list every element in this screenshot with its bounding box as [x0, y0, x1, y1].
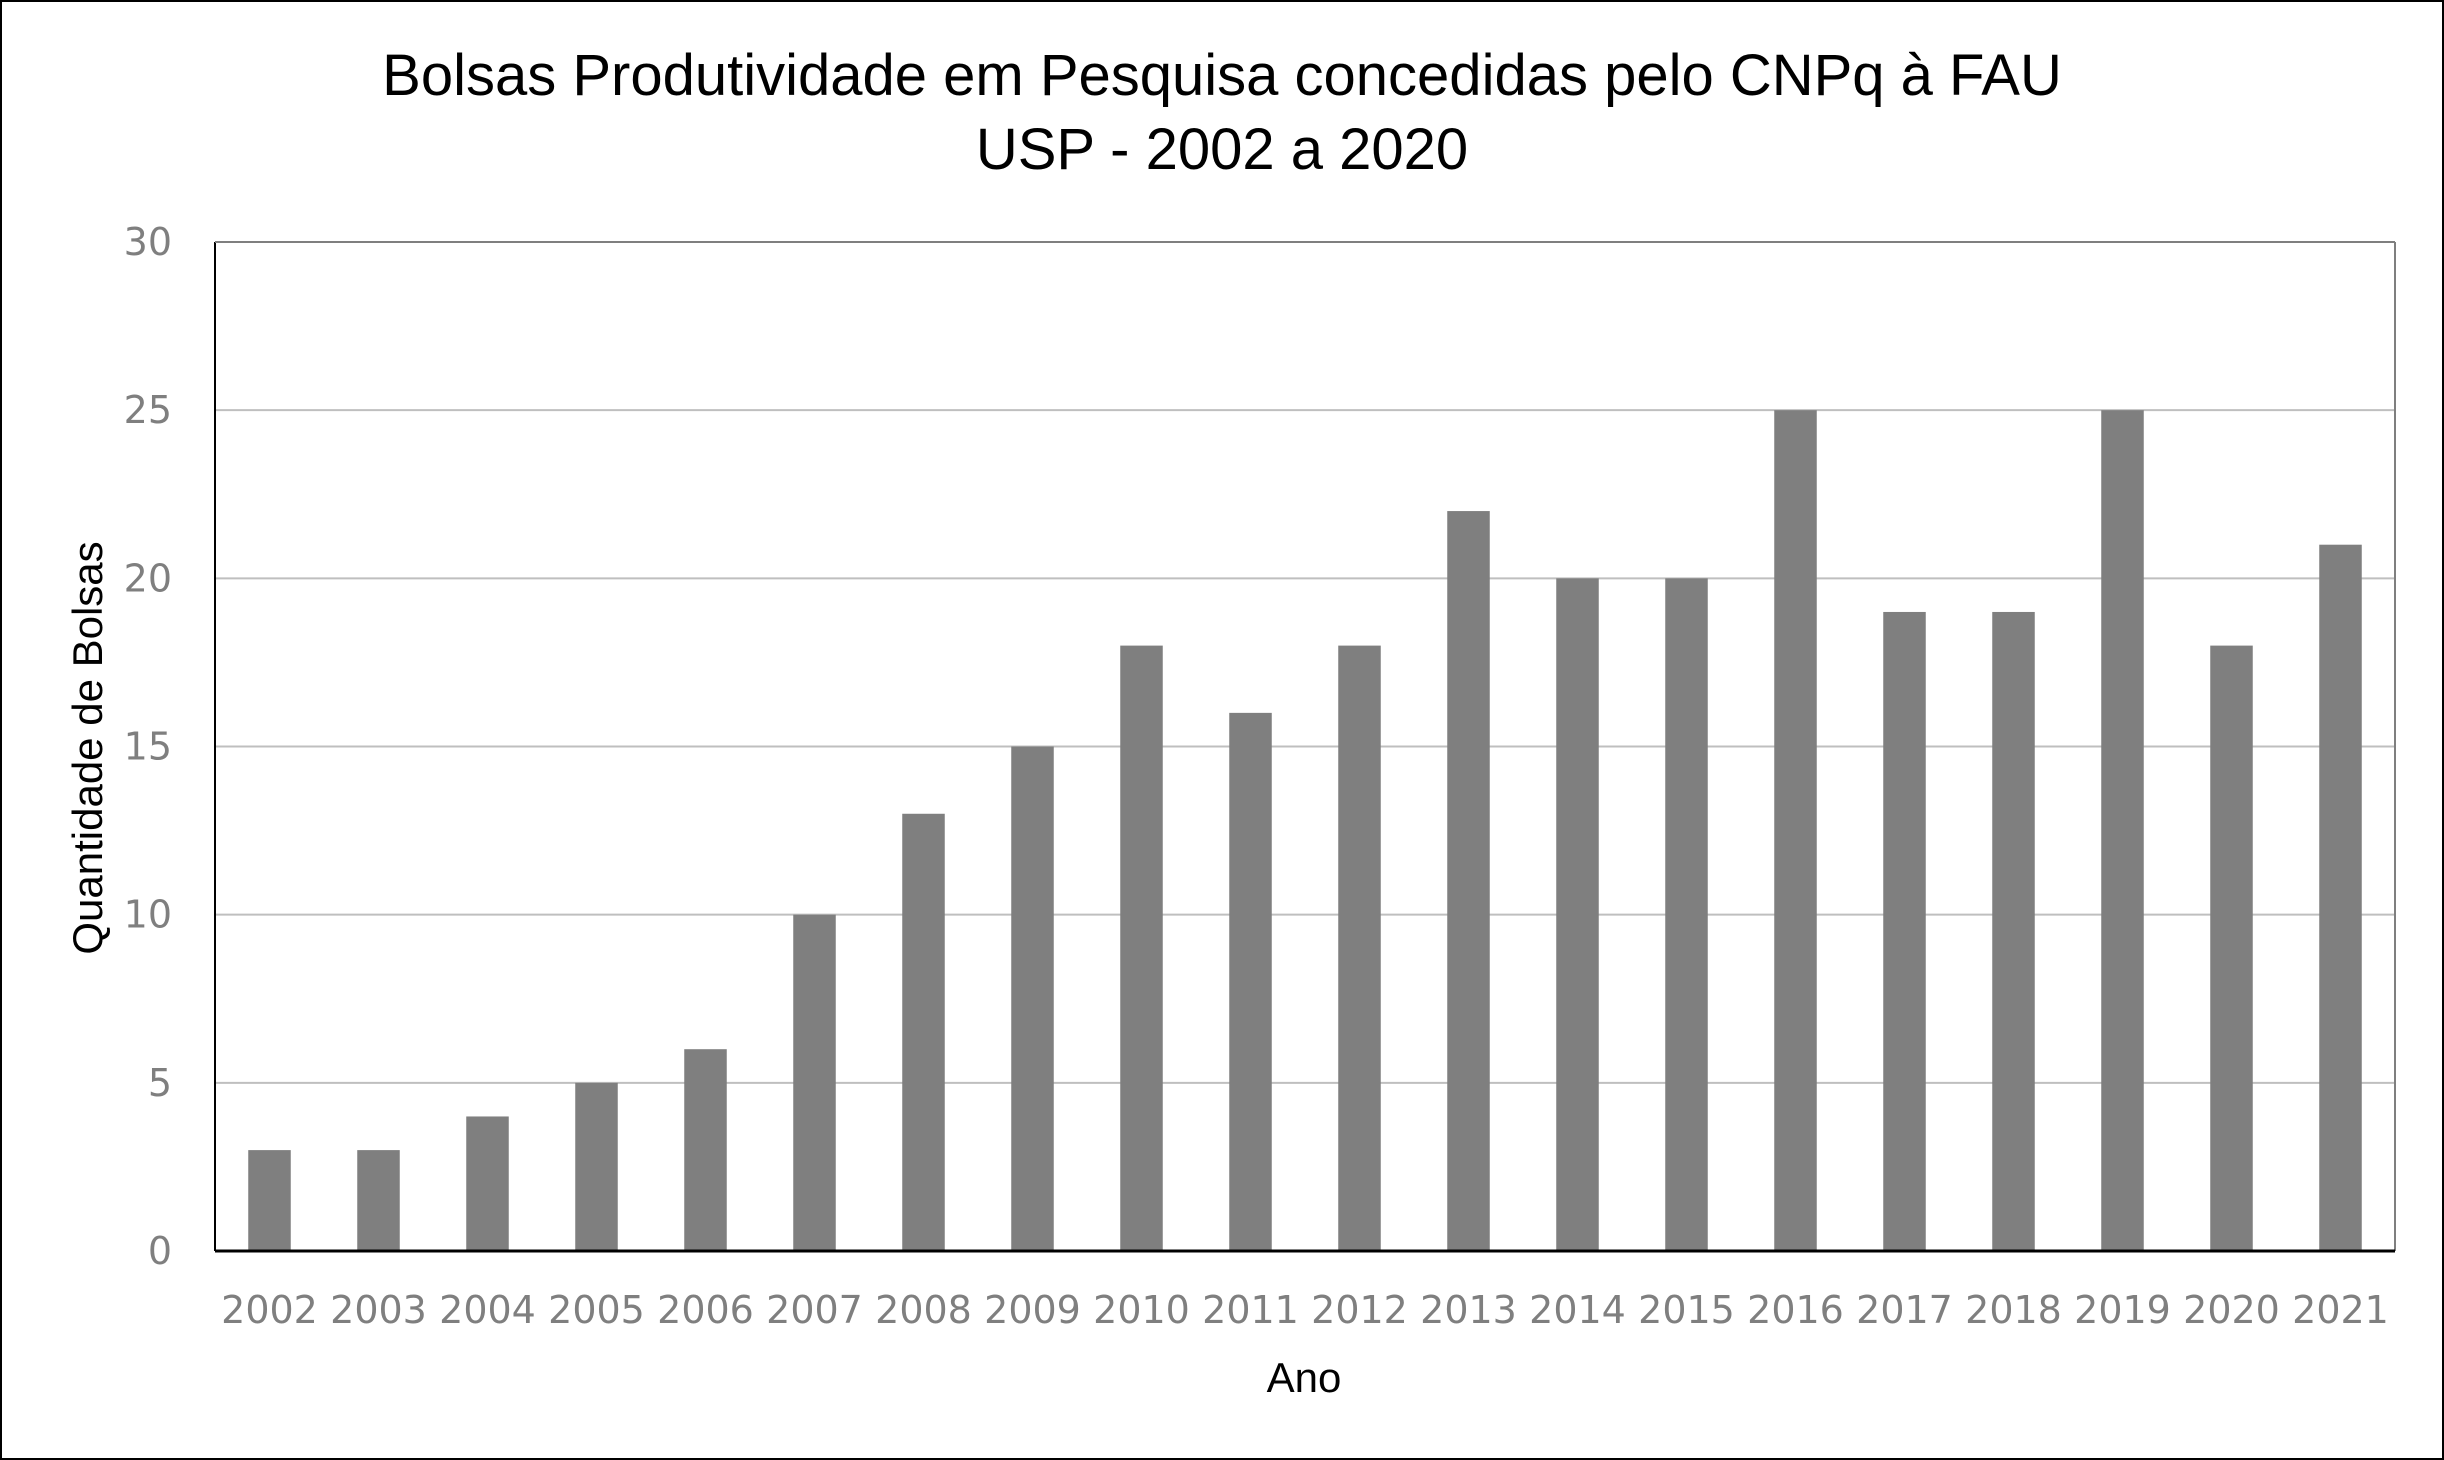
bar-2016 — [1774, 410, 1817, 1252]
y-tick-label: 30 — [124, 220, 172, 264]
x-tick-label: 2013 — [1420, 1288, 1517, 1332]
y-tick-label: 15 — [124, 725, 172, 769]
x-tick-label: 2008 — [875, 1288, 972, 1332]
bar-2012 — [1338, 645, 1381, 1251]
y-tick-label: 20 — [124, 556, 172, 600]
x-tick-label: 2014 — [1529, 1288, 1626, 1332]
x-tick-label: 2020 — [2183, 1288, 2280, 1332]
bar-2018 — [1992, 611, 2035, 1251]
x-tick-label: 2003 — [330, 1288, 427, 1332]
bar-2014 — [1556, 578, 1599, 1251]
bar-2004 — [466, 1116, 509, 1251]
x-tick-label: 2007 — [766, 1288, 863, 1332]
bar-2007 — [793, 914, 836, 1251]
bar-2002 — [248, 1150, 291, 1251]
x-axis-label: Ano — [1267, 1354, 1342, 1401]
x-tick-label: 2012 — [1311, 1288, 1408, 1332]
x-tick-label: 2009 — [984, 1288, 1081, 1332]
bar-2013 — [1447, 511, 1490, 1252]
y-tick-label: 0 — [148, 1229, 172, 1273]
bar-2019 — [2101, 410, 2144, 1252]
x-tick-label: 2005 — [548, 1288, 645, 1332]
chart-title-line-1: Bolsas Produtividade em Pesquisa concedi… — [382, 43, 2062, 108]
x-tick-label: 2019 — [2074, 1288, 2171, 1332]
x-tick-label: 2002 — [221, 1288, 318, 1332]
bar-2017 — [1883, 611, 1926, 1251]
x-tick-label: 2004 — [439, 1288, 536, 1332]
bars — [248, 410, 2362, 1252]
bar-2021 — [2319, 544, 2362, 1251]
x-tick-label: 2010 — [1093, 1288, 1190, 1332]
y-tick-label: 10 — [124, 893, 172, 937]
x-tick-label: 2018 — [1965, 1288, 2062, 1332]
bar-2009 — [1011, 746, 1054, 1251]
chart-title-line-2: USP - 2002 a 2020 — [976, 117, 1468, 182]
bar-2008 — [902, 813, 945, 1251]
x-tick-label: 2017 — [1856, 1288, 1953, 1332]
y-axis-label: Quantidade de Bolsas — [64, 541, 111, 954]
bar-2005 — [575, 1082, 618, 1251]
axes — [214, 241, 2396, 1253]
x-tick-label: 2011 — [1202, 1288, 1299, 1332]
bar-2011 — [1229, 712, 1272, 1251]
bar-2010 — [1120, 645, 1163, 1251]
x-tick-label: 2021 — [2292, 1288, 2389, 1332]
x-tick-label: 2015 — [1638, 1288, 1735, 1332]
x-tick-label: 2006 — [657, 1288, 754, 1332]
y-tick-label: 5 — [148, 1061, 172, 1105]
bar-2015 — [1665, 578, 1708, 1251]
bar-2006 — [684, 1049, 727, 1251]
gridlines — [215, 241, 2395, 1084]
bar-2003 — [357, 1150, 400, 1251]
x-tick-labels: 2002 2003 2004 2005 2006 2007 2008 2009 2010 2011… — [221, 1288, 2389, 1332]
y-tick-label: 25 — [124, 388, 172, 432]
x-tick-label: 2016 — [1747, 1288, 1844, 1332]
bar-2020 — [2210, 645, 2253, 1251]
y-tick-labels: 0 5 10 15 20 25 30 — [124, 220, 172, 1273]
